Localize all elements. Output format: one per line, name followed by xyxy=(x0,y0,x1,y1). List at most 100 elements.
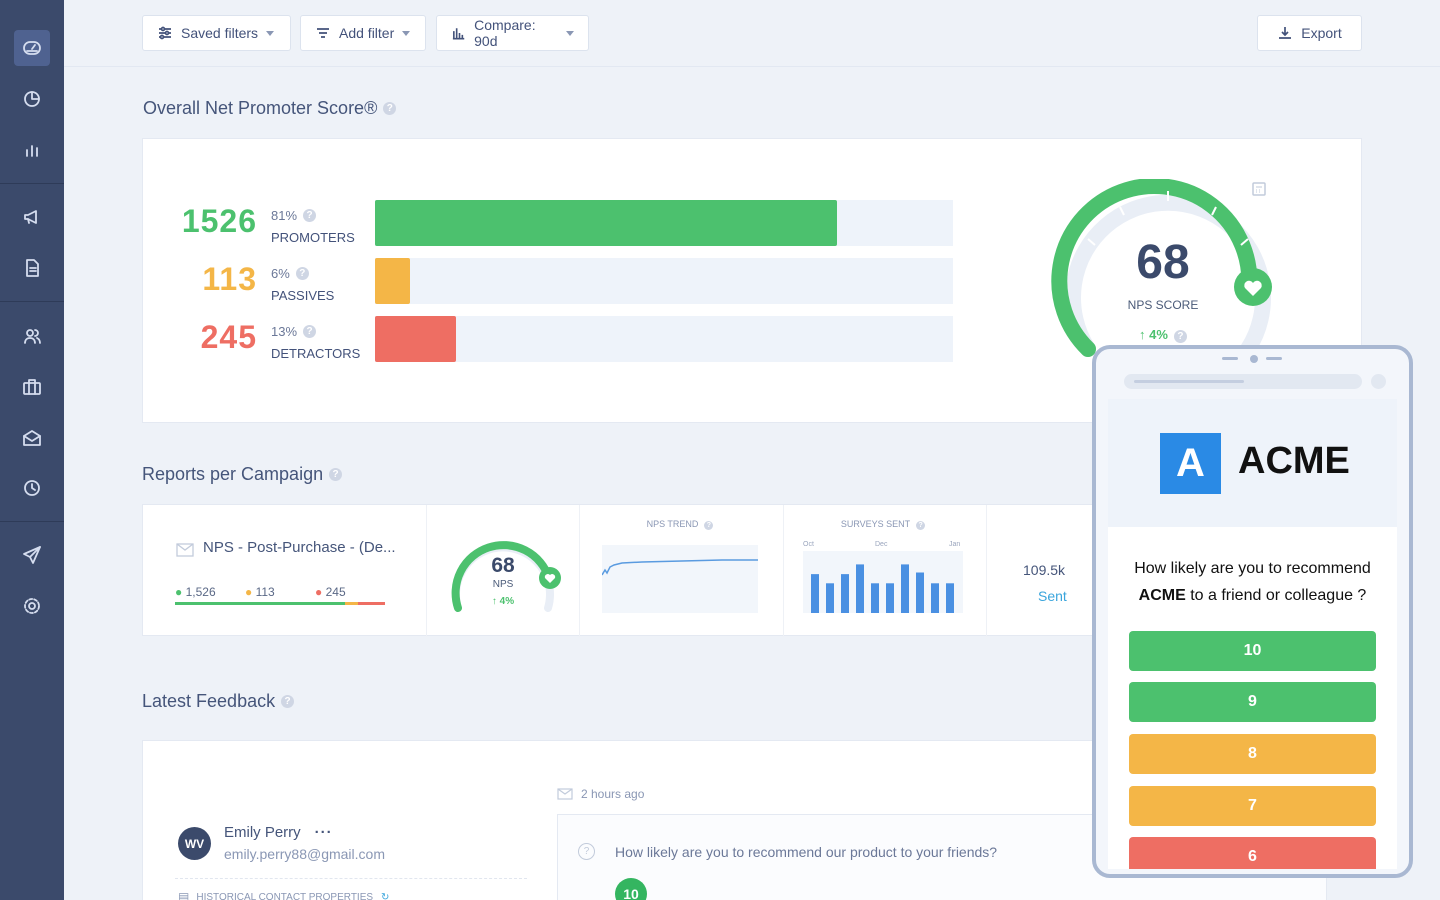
help-icon[interactable]: ? xyxy=(295,267,309,280)
split-passives xyxy=(345,602,358,605)
help-icon[interactable]: ? xyxy=(383,102,397,115)
divider xyxy=(579,505,580,637)
contact-card-icon: ▤ xyxy=(178,890,190,900)
survey-question-rest: to a friend or colleague ? xyxy=(1185,587,1367,604)
nps-score-label: NPS SCORE xyxy=(1127,298,1199,312)
month-tick: Jan xyxy=(949,541,961,548)
historical-props[interactable]: ▤ HISTORICAL CONTACT PROPERTIES ↻ xyxy=(178,890,389,900)
chevron-down-icon xyxy=(266,30,275,36)
campaign-passives: 113 xyxy=(255,585,275,599)
help-icon[interactable]: ? xyxy=(1173,330,1187,343)
nav-send[interactable] xyxy=(14,537,50,573)
divider xyxy=(426,505,427,637)
split-promoters xyxy=(175,602,346,605)
nav-divider xyxy=(0,521,64,522)
campaign-detractors-wrap: ● 245 xyxy=(315,585,346,599)
phone-menu-dot xyxy=(1371,374,1386,389)
heart-icon xyxy=(544,574,556,583)
campaign-promoters-wrap: ● 1,526 xyxy=(175,585,216,599)
contact-name[interactable]: Emily Perry xyxy=(224,824,301,841)
passives-count: 113 xyxy=(202,261,257,297)
sent-link[interactable]: Sent xyxy=(1038,588,1067,604)
month-tick: Oct xyxy=(803,541,814,548)
help-icon[interactable]: ? xyxy=(916,521,926,530)
nav-history[interactable] xyxy=(14,470,50,506)
promoters-label: PROMOTERS xyxy=(271,230,355,245)
export-button[interactable]: Export xyxy=(1257,15,1362,51)
rating-8-button[interactable]: 8 xyxy=(1129,734,1376,774)
nav-inbox[interactable] xyxy=(14,420,50,456)
campaigns-title-text: Reports per Campaign xyxy=(142,464,324,484)
phone-header xyxy=(1108,399,1397,527)
sidebar xyxy=(0,0,64,900)
campaign-passives-wrap: ● 113 xyxy=(245,585,275,599)
export-label: Export xyxy=(1301,25,1342,41)
detractors-count: 245 xyxy=(200,319,257,355)
divider xyxy=(175,878,527,879)
nav-analytics[interactable] xyxy=(14,132,50,168)
survey-question: How likely are you to recommend ACME to … xyxy=(1108,555,1397,609)
nps-gauge xyxy=(1051,179,1272,357)
compare-dropdown[interactable]: Compare: 90d xyxy=(436,15,589,51)
nav-campaigns[interactable] xyxy=(14,199,50,235)
nps-trend-chart xyxy=(602,545,758,613)
nps-trend-label: NPS TREND? xyxy=(603,519,757,530)
more-icon[interactable]: ··· xyxy=(314,824,333,841)
detractors-bar-track xyxy=(375,316,953,362)
help-icon[interactable]: ? xyxy=(281,695,295,708)
nps-change-text: ↑ 4% xyxy=(1139,327,1168,342)
nav-surveys[interactable] xyxy=(14,250,50,286)
rating-6-button[interactable]: 6 xyxy=(1129,837,1376,869)
promoters-bar xyxy=(375,200,838,246)
detractors-bar xyxy=(375,316,456,362)
calculator-icon[interactable] xyxy=(1252,182,1266,196)
sent-bar xyxy=(826,583,834,613)
month-tick: Dec xyxy=(875,541,888,548)
add-filter-button[interactable]: Add filter xyxy=(300,15,426,51)
nav-contacts[interactable] xyxy=(14,318,50,354)
saved-filters-button[interactable]: Saved filters xyxy=(142,15,291,51)
sent-bar xyxy=(811,574,819,613)
feedback-section-title: Latest Feedback ? xyxy=(142,691,295,712)
help-icon[interactable]: ? xyxy=(329,468,343,481)
users-icon xyxy=(24,329,41,344)
help-icon[interactable]: ? xyxy=(303,325,317,338)
sent-bar xyxy=(946,583,954,613)
rating-9-button[interactable]: 9 xyxy=(1129,682,1376,722)
refresh-icon[interactable]: ↻ xyxy=(381,891,390,900)
nps-change: ↑ 4%? xyxy=(1103,327,1223,343)
address-bar-text xyxy=(1134,380,1244,383)
bar-chart-icon xyxy=(26,145,38,157)
survey-question-line2: ACME to a friend or colleague ? xyxy=(1108,582,1397,609)
campaigns-section-title: Reports per Campaign ? xyxy=(142,464,343,485)
feedback-time-wrap: 2 hours ago xyxy=(557,787,644,801)
promoters-count: 1526 xyxy=(181,203,257,239)
nps-title-text: Overall Net Promoter Score® xyxy=(143,98,378,118)
survey-question-brand: ACME xyxy=(1138,587,1186,604)
nav-integrations[interactable] xyxy=(14,369,50,405)
rating-label: 8 xyxy=(1248,745,1257,762)
document-icon xyxy=(26,259,39,277)
passives-bar xyxy=(375,258,410,304)
surveys-sent-label-text: SURVEYS SENT xyxy=(840,519,911,529)
help-icon[interactable]: ? xyxy=(704,521,714,530)
passives-bar-track xyxy=(375,258,953,304)
help-icon[interactable]: ? xyxy=(303,209,317,222)
campaign-detractors: 245 xyxy=(325,585,346,599)
sent-bar xyxy=(886,583,894,613)
feedback-question: How likely are you to recommend our prod… xyxy=(615,844,998,860)
envelope-icon xyxy=(557,788,573,800)
rating-7-button[interactable]: 7 xyxy=(1129,786,1376,826)
nav-dashboard[interactable] xyxy=(14,30,50,66)
campaign-row[interactable]: NPS - Post-Purchase - (De... ● 1,526 ● 1… xyxy=(142,504,1102,637)
envelope-open-icon xyxy=(23,430,41,446)
nav-reports[interactable] xyxy=(14,81,50,117)
passives-pct: 6% xyxy=(271,266,290,281)
rating-10-button[interactable]: 10 xyxy=(1129,631,1376,671)
rating-label: 7 xyxy=(1248,797,1257,814)
feedback-card: WV Emily Perry ··· emily.perry88@gmail.c… xyxy=(142,740,1327,900)
nav-settings[interactable] xyxy=(14,588,50,624)
campaign-name[interactable]: NPS - Post-Purchase - (De... xyxy=(203,539,396,556)
sent-bar xyxy=(916,572,924,613)
campaign-nps: 68 xyxy=(491,554,515,577)
